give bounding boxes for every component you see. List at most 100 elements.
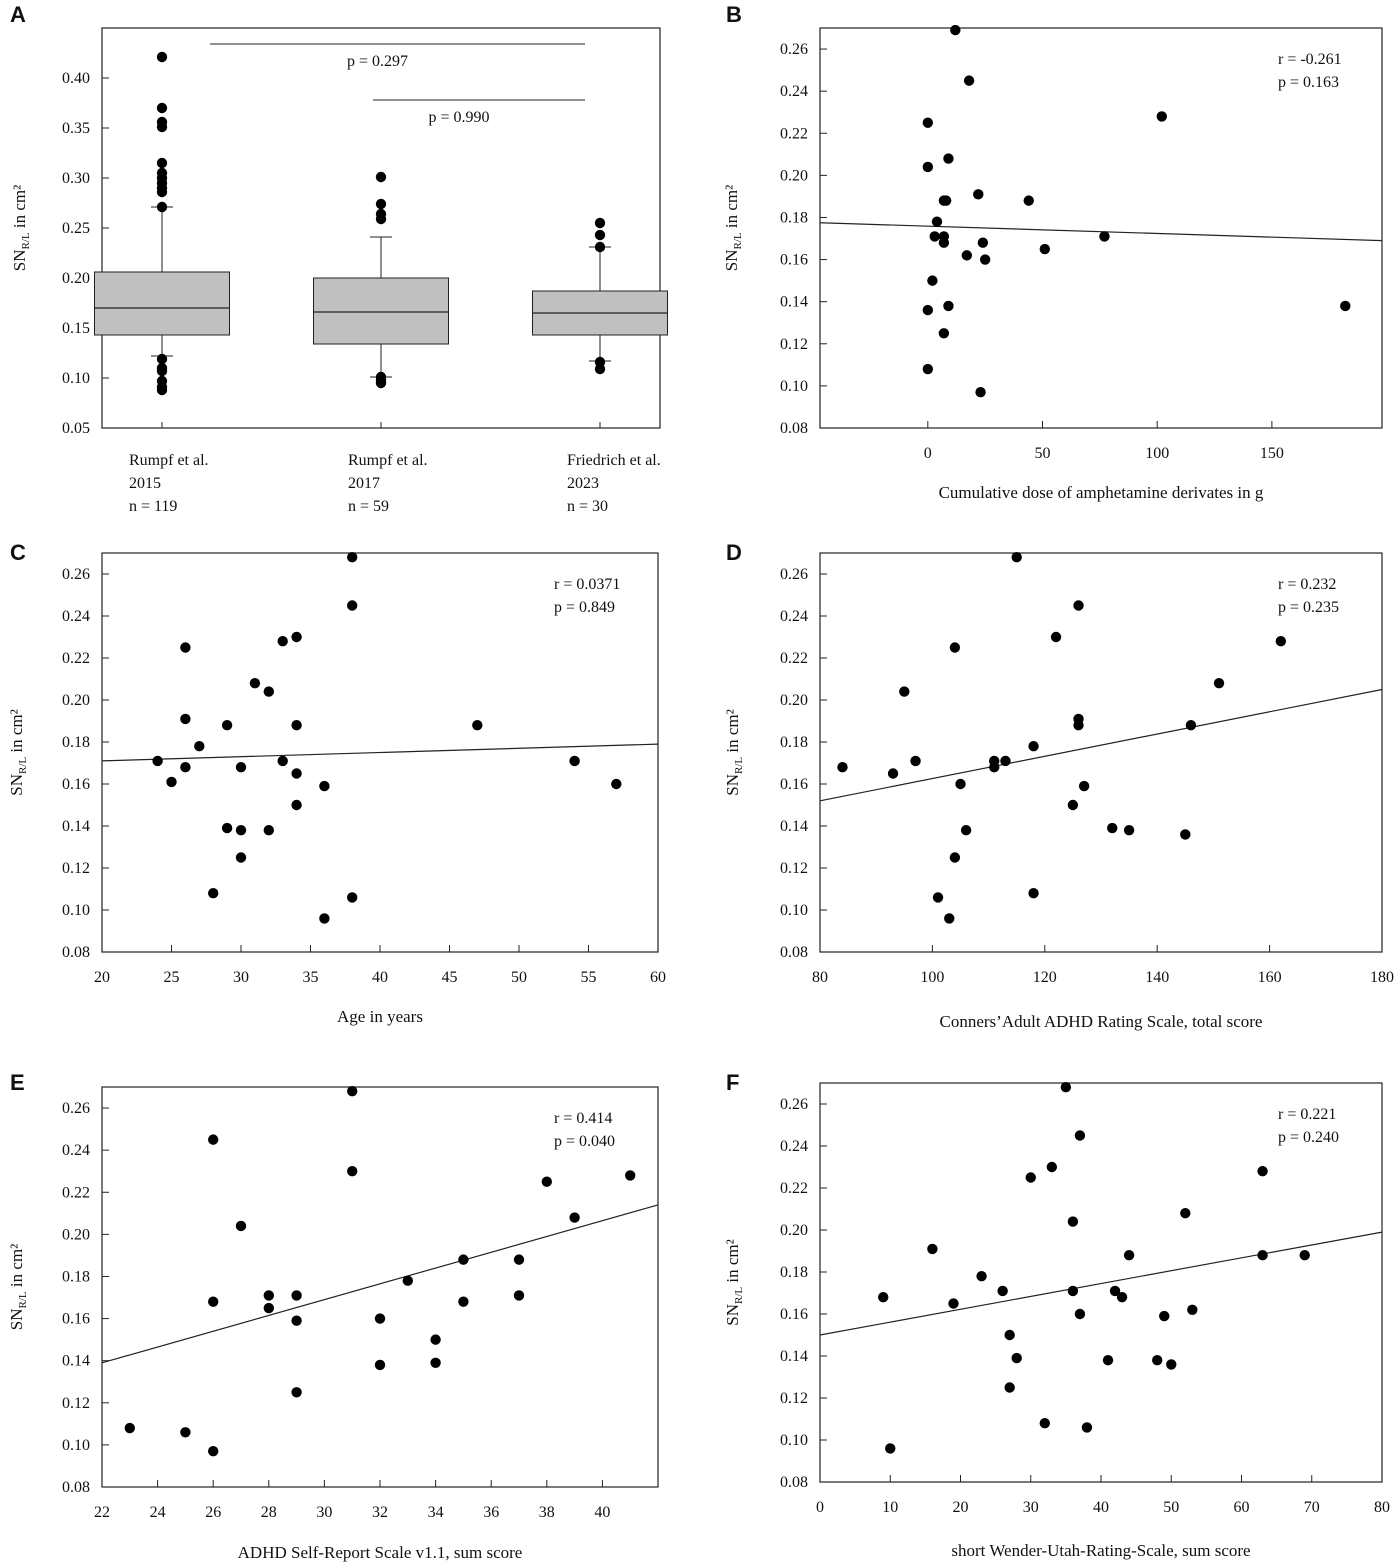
y-tick-label: 0.14 bbox=[780, 294, 808, 311]
x-tick-label: 36 bbox=[483, 1504, 499, 1521]
group-label-name: Rumpf et al. bbox=[129, 452, 209, 469]
data-point bbox=[1074, 1308, 1086, 1320]
data-point bbox=[1180, 829, 1191, 840]
data-point bbox=[1123, 825, 1135, 836]
y-axis-label-main: SN bbox=[723, 774, 742, 796]
data-point bbox=[929, 231, 940, 242]
data-point bbox=[277, 636, 288, 647]
outlier-point bbox=[156, 384, 168, 396]
y-tick-label: 0.40 bbox=[62, 70, 90, 87]
data-point bbox=[458, 1296, 469, 1307]
outlier-point bbox=[156, 186, 168, 198]
y-tick-label: 0.08 bbox=[62, 1479, 90, 1496]
data-point bbox=[1028, 888, 1039, 899]
data-point bbox=[975, 387, 986, 398]
outlier-point bbox=[594, 241, 606, 253]
x-tick-label: 150 bbox=[1260, 445, 1284, 462]
data-point bbox=[277, 755, 288, 767]
data-point bbox=[541, 1176, 552, 1187]
data-point bbox=[319, 780, 330, 792]
y-axis-label-unit: in cm² bbox=[723, 709, 742, 757]
box bbox=[313, 277, 449, 345]
panel-e: E 0.08 0.10 0.12 0.14 0.16 0.18 0.20 0.22 0.24 0.2… bbox=[7, 1070, 659, 1562]
correlation-r: r = 0.0371 bbox=[554, 576, 620, 593]
y-tick-label: 0.10 bbox=[780, 378, 808, 395]
data-point bbox=[347, 892, 358, 903]
x-axis-label: Age in years bbox=[337, 1007, 423, 1026]
x-tick-label: 70 bbox=[1304, 1499, 1320, 1516]
data-point bbox=[932, 892, 944, 903]
panel-label: C bbox=[10, 540, 26, 565]
outlier-point bbox=[156, 365, 168, 377]
y-tick-label: 0.12 bbox=[780, 1390, 808, 1407]
plot-frame bbox=[819, 552, 1383, 953]
x-tick-label: 40 bbox=[594, 1504, 610, 1521]
y-tick-label: 0.16 bbox=[780, 776, 808, 793]
data-point bbox=[208, 888, 219, 899]
data-point bbox=[1187, 1304, 1198, 1316]
y-tick-label: 0.10 bbox=[780, 1432, 808, 1449]
data-point bbox=[208, 1296, 219, 1307]
y-tick-label: 0.14 bbox=[62, 818, 90, 835]
data-point bbox=[940, 195, 952, 206]
data-point bbox=[1011, 1352, 1022, 1364]
x-tick-label: 25 bbox=[164, 969, 180, 986]
data-point bbox=[1023, 195, 1034, 206]
data-point bbox=[899, 686, 910, 697]
data-point bbox=[347, 552, 358, 563]
y-tick-label: 0.24 bbox=[62, 608, 90, 625]
y-tick-label: 0.18 bbox=[780, 1264, 808, 1281]
data-point bbox=[1299, 1250, 1310, 1261]
y-tick-label: 0.10 bbox=[62, 370, 90, 387]
panel-label: B bbox=[726, 2, 742, 27]
data-point bbox=[976, 1271, 987, 1282]
data-point bbox=[1025, 1172, 1036, 1183]
y-axis-label-sub: R/L bbox=[17, 1291, 29, 1308]
outlier-point bbox=[156, 201, 168, 213]
x-tick-label: 30 bbox=[316, 1504, 332, 1521]
y-axis-label-unit: in cm² bbox=[722, 185, 741, 233]
x-tick-label: 60 bbox=[650, 969, 666, 986]
y-tick-label: 0.20 bbox=[780, 692, 808, 709]
y-tick-label: 0.24 bbox=[780, 83, 808, 100]
data-point bbox=[1074, 1130, 1086, 1141]
data-point bbox=[1004, 1329, 1015, 1341]
data-point bbox=[1060, 1082, 1072, 1093]
outlier-point bbox=[156, 102, 168, 114]
data-point bbox=[922, 117, 934, 128]
x-tick-label: 50 bbox=[511, 969, 527, 986]
plot-frame bbox=[819, 27, 1383, 429]
x-tick-label: 32 bbox=[372, 1504, 388, 1521]
y-tick-label: 0.30 bbox=[62, 170, 90, 187]
data-point bbox=[347, 1166, 358, 1177]
x-tick-label: 0 bbox=[924, 445, 932, 462]
data-point bbox=[1073, 600, 1084, 611]
data-point bbox=[235, 762, 247, 773]
panel-f: F 0.08 0.10 0.12 0.14 0.16 0.18 0.20 0.22 0.24 0.2… bbox=[723, 1070, 1390, 1560]
data-point bbox=[291, 768, 302, 779]
data-point bbox=[1046, 1161, 1058, 1173]
data-point bbox=[180, 642, 191, 653]
outlier-point bbox=[375, 171, 387, 183]
y-tick-label: 0.22 bbox=[62, 650, 90, 667]
comparison-p-value: p = 0.990 bbox=[428, 109, 489, 126]
data-point bbox=[430, 1334, 441, 1345]
y-axis-label-sub: R/L bbox=[733, 1287, 745, 1304]
outlier-point bbox=[156, 51, 168, 63]
data-point bbox=[973, 189, 984, 200]
x-axis-label: Cumulative dose of amphetamine derivates… bbox=[939, 483, 1264, 502]
y-axis-label-sub: R/L bbox=[733, 757, 745, 774]
data-point bbox=[938, 328, 950, 339]
x-tick-label: 38 bbox=[539, 1504, 555, 1521]
y-tick-label: 0.18 bbox=[62, 1268, 90, 1285]
box bbox=[94, 271, 230, 336]
data-point bbox=[1213, 678, 1225, 689]
outlier-point bbox=[594, 363, 606, 375]
y-tick-label: 0.16 bbox=[780, 1306, 808, 1323]
data-point bbox=[291, 1387, 302, 1398]
y-tick-label: 0.12 bbox=[62, 860, 90, 877]
data-point bbox=[263, 1302, 274, 1314]
data-point bbox=[1185, 720, 1197, 731]
data-point bbox=[291, 720, 302, 731]
data-point bbox=[885, 1443, 896, 1454]
